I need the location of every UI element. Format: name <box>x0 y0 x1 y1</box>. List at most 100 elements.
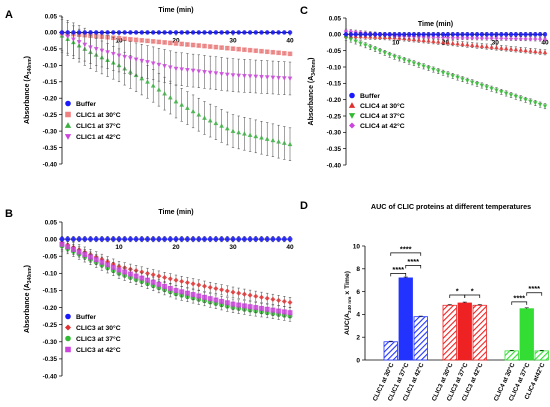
data-point <box>122 54 128 60</box>
data-point <box>372 47 378 52</box>
data-point <box>71 30 76 35</box>
data-point <box>287 141 293 147</box>
y-axis-label: AUC(A340 nm x Time) <box>344 271 353 335</box>
data-point <box>513 36 519 41</box>
data-point <box>270 296 276 302</box>
data-point <box>230 236 236 242</box>
data-point <box>460 35 465 41</box>
data-point <box>88 30 93 35</box>
data-point <box>264 49 270 55</box>
data-point <box>179 289 185 295</box>
data-point <box>219 123 224 128</box>
data-point <box>201 283 208 289</box>
data-point <box>406 36 412 41</box>
data-point <box>474 43 480 48</box>
x-tick-label: 40 <box>541 39 549 46</box>
data-point <box>460 41 465 46</box>
data-point <box>469 80 475 85</box>
data-point <box>406 32 412 37</box>
data-point <box>287 299 293 305</box>
bar <box>398 277 413 361</box>
data-point <box>416 32 421 37</box>
data-point <box>156 30 162 35</box>
data-point <box>542 104 548 109</box>
data-point <box>287 51 293 57</box>
y-tick-label: -0.15 <box>43 288 58 295</box>
data-point <box>133 273 139 279</box>
data-point <box>259 236 264 242</box>
y-tick-label: -0.35 <box>327 146 342 153</box>
data-point <box>71 37 76 42</box>
data-point <box>431 38 436 44</box>
bar <box>383 341 398 361</box>
data-point <box>207 236 213 242</box>
data-point <box>270 236 276 242</box>
data-point <box>368 32 373 37</box>
data-point <box>133 236 139 242</box>
data-point <box>76 249 82 255</box>
data-point <box>139 275 145 281</box>
data-point <box>173 30 179 35</box>
x-tick-label: 10 <box>392 39 400 46</box>
data-point <box>411 61 417 66</box>
data-point <box>236 130 242 135</box>
data-point <box>162 91 167 96</box>
data-point <box>253 236 259 242</box>
data-point <box>145 38 150 44</box>
data-point <box>499 90 504 95</box>
significance-bracket <box>526 292 543 296</box>
data-point <box>230 73 236 78</box>
data-point <box>93 47 99 52</box>
data-point <box>401 58 407 63</box>
data-point <box>116 36 122 41</box>
data-point <box>230 301 236 307</box>
data-point <box>105 236 111 242</box>
x-tick-label: 40 <box>286 37 294 44</box>
y-tick-label: -0.10 <box>43 63 58 70</box>
data-point <box>474 32 480 37</box>
data-point <box>270 137 276 143</box>
data-point <box>276 236 282 242</box>
data-point <box>469 35 475 41</box>
data-point <box>499 32 504 37</box>
data-point <box>207 44 213 49</box>
data-point <box>402 32 407 37</box>
panel-a: A 0.05 0.00 -0.05 -0.10 -0.15 -0.20 -0.25 -0.30 -… <box>5 7 294 168</box>
data-point <box>202 70 207 75</box>
data-point <box>287 310 293 316</box>
data-point <box>276 308 282 314</box>
data-point <box>513 47 519 52</box>
data-point <box>82 30 88 35</box>
significance-label: **** <box>407 257 419 266</box>
legend-marker <box>348 102 356 108</box>
data-point <box>145 79 150 84</box>
data-point <box>162 283 168 289</box>
data-point <box>76 236 82 242</box>
data-point <box>207 30 213 35</box>
data-point <box>537 32 543 37</box>
data-point <box>185 105 190 110</box>
data-point <box>156 273 162 279</box>
data-point <box>455 35 460 40</box>
data-point <box>105 50 110 55</box>
legend-label: CLIC4 at 30°C <box>360 102 405 110</box>
data-point <box>377 49 383 54</box>
significance-label: * <box>456 287 459 296</box>
data-point <box>518 36 523 41</box>
data-point <box>70 236 76 242</box>
data-point <box>259 305 264 311</box>
data-point <box>253 305 259 311</box>
data-point <box>139 58 145 64</box>
data-point <box>207 296 213 302</box>
data-point <box>465 32 470 37</box>
data-point <box>65 236 71 242</box>
data-point <box>122 36 127 42</box>
y-tick-label: -0.05 <box>43 254 58 261</box>
data-point <box>281 236 287 242</box>
data-point <box>162 274 168 280</box>
data-point <box>533 101 538 106</box>
data-point <box>122 236 128 242</box>
data-point <box>99 259 105 265</box>
data-point <box>523 36 528 42</box>
legend-marker <box>64 122 72 128</box>
